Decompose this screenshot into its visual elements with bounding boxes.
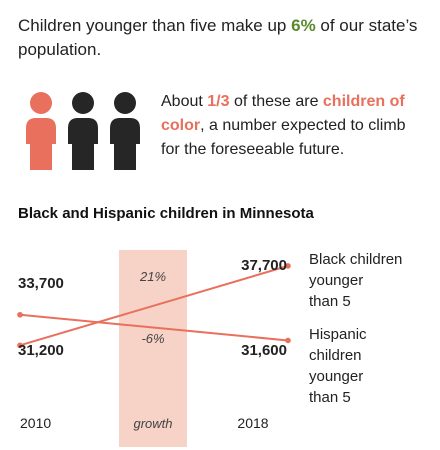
value-label-hispanic-2010: 33,700: [18, 275, 64, 292]
legend-line-hispanic-1: children: [309, 347, 362, 364]
person-icon: [68, 92, 98, 170]
legend-line-hispanic-0: Hispanic: [309, 326, 367, 343]
x-label-growth: growth: [133, 416, 172, 431]
person-head: [114, 92, 136, 114]
data-point-hispanic-children-2010: [17, 311, 23, 318]
person-icon: [26, 92, 56, 170]
chart-title: Black and Hispanic children in Minnesota: [18, 205, 314, 222]
data-point-black-children-2018: [285, 263, 291, 269]
person-body: [68, 118, 98, 170]
people-figures: [26, 92, 140, 170]
line-chart: 33,700 31,200 37,700 31,600 21% -6% 2010 growth…: [17, 250, 402, 447]
intro-percentage: 6%: [291, 16, 316, 35]
legend-line-black-0: Black children: [309, 251, 402, 268]
growth-label-hispanic: -6%: [141, 331, 164, 346]
series-line-black-children: [19, 264, 289, 347]
about-middle: of these are: [229, 93, 323, 110]
growth-label-black: 21%: [139, 269, 166, 284]
series-line-hispanic-children: [19, 313, 289, 342]
value-label-hispanic-2018: 31,600: [241, 342, 287, 359]
x-label-2010: 2010: [20, 415, 51, 431]
intro-text: Children younger than five make up 6% of…: [18, 14, 418, 62]
person-head: [72, 92, 94, 114]
growth-band: [119, 250, 187, 447]
about-text: About 1/3 of these are children of color…: [161, 90, 421, 162]
intro-after: of our state’s population.: [18, 16, 418, 59]
person-body: [26, 118, 56, 170]
legend-line-hispanic-3: than 5: [309, 389, 351, 406]
data-point-black-children-2010: [17, 342, 23, 349]
person-head: [30, 92, 52, 114]
about-fraction: 1/3: [207, 93, 230, 110]
legend-line-black-1: younger: [309, 272, 363, 289]
intro-before: Children younger than five make up: [18, 16, 292, 35]
about-before: About: [161, 93, 208, 110]
x-label-2018: 2018: [237, 415, 268, 431]
legend-line-black-2: than 5: [309, 293, 351, 310]
person-body: [110, 118, 140, 170]
value-label-black-2010: 31,200: [18, 342, 64, 359]
legend-line-hispanic-2: younger: [309, 368, 363, 385]
data-point-hispanic-children-2018: [285, 337, 291, 344]
about-highlight: children of color: [161, 93, 405, 134]
about-after: , a number expected to climb for the for…: [161, 117, 406, 158]
value-label-black-2018: 37,700: [241, 257, 287, 274]
person-icon: [110, 92, 140, 170]
